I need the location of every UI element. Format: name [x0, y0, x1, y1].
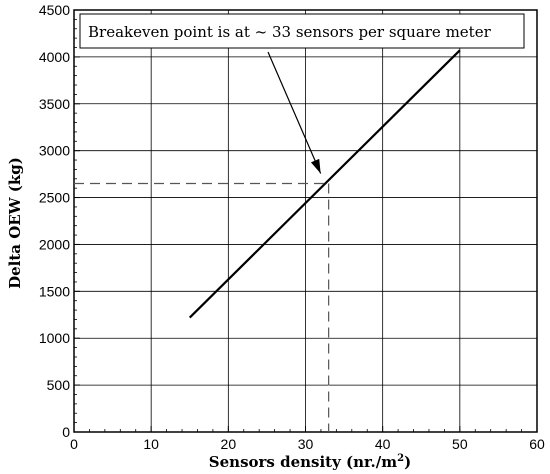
grid-layer [74, 10, 537, 432]
y-tick-label: 2500 [39, 190, 70, 206]
annotation-text: Breakeven point is at ~ 33 sensors per s… [88, 23, 492, 41]
x-axis-title-suffix: ) [404, 453, 411, 471]
x-tick-label: 30 [298, 436, 314, 452]
annotation-box [79, 13, 525, 49]
y-tick-label: 4000 [39, 49, 70, 65]
y-tick-label: 4500 [39, 2, 70, 18]
y-tick-label: 1000 [39, 330, 70, 346]
x-axis-title-text: Sensors density (nr./m [209, 453, 397, 471]
x-tick-label: 20 [221, 436, 237, 452]
x-tick-label: 40 [375, 436, 391, 452]
y-tick-label: 3000 [39, 143, 70, 159]
annotation-layer: Breakeven point is at ~ 33 sensors per s… [79, 13, 525, 174]
y-tick-label: 3500 [39, 96, 70, 112]
y-axis-title: Delta OEW (kg) [6, 157, 24, 289]
ticks-layer: 0 10 20 30 40 50 60 0 500 1000 1500 2000 2500 3000 350… [39, 2, 545, 452]
y-tick-label: 1500 [39, 283, 70, 299]
y-tick-label: 2000 [39, 236, 70, 252]
annotation-arrow-head [310, 158, 321, 174]
series-layer [74, 49, 461, 432]
y-tick-label: 500 [47, 377, 71, 393]
x-tick-label: 0 [70, 436, 78, 452]
x-tick-label: 60 [529, 436, 545, 452]
x-axis-title: Sensors density (nr./m2) [209, 453, 411, 471]
x-tick-label: 50 [452, 436, 468, 452]
x-tick-label: 10 [143, 436, 159, 452]
plot-frame [73, 9, 538, 433]
y-tick-label: 0 [62, 424, 70, 440]
annotation-arrow-line [267, 51, 322, 174]
x-axis-title-superscript: 2 [397, 453, 404, 464]
series-line [188, 49, 461, 319]
